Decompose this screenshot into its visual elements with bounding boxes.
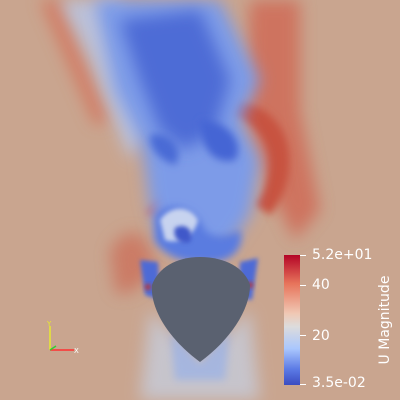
colorbar-tick-max [300,255,306,256]
colorbar-min-label: 3.5e-02 [312,375,366,391]
right-band-red [245,0,320,240]
colorbar-max-label: 5.2e+01 [312,247,373,263]
swirl-red [230,100,290,215]
axis-y-label: Y [46,320,52,328]
lower-wake-blue [170,330,230,380]
small-vortex [174,225,192,243]
axis-x-label: X [74,347,79,355]
stagnation-left [145,284,151,290]
colorbar-title: U Magnitude [377,275,393,365]
axis-z-line [49,345,57,351]
left-streak-red [40,0,110,125]
orientation-axes-icon[interactable]: Y X [38,318,82,358]
colorbar-tick-20 [300,335,306,336]
vortex-core-right [200,120,239,161]
colorbar-gradient [284,255,300,385]
colorbar-tick-min [300,384,306,385]
wake-core [120,10,230,150]
vortex-core-left [150,134,179,165]
colorbar-40-label: 40 [312,277,330,293]
colorbar-20-label: 20 [312,328,330,344]
obstacle-body [151,257,250,362]
colorbar-tick-40 [300,285,306,286]
